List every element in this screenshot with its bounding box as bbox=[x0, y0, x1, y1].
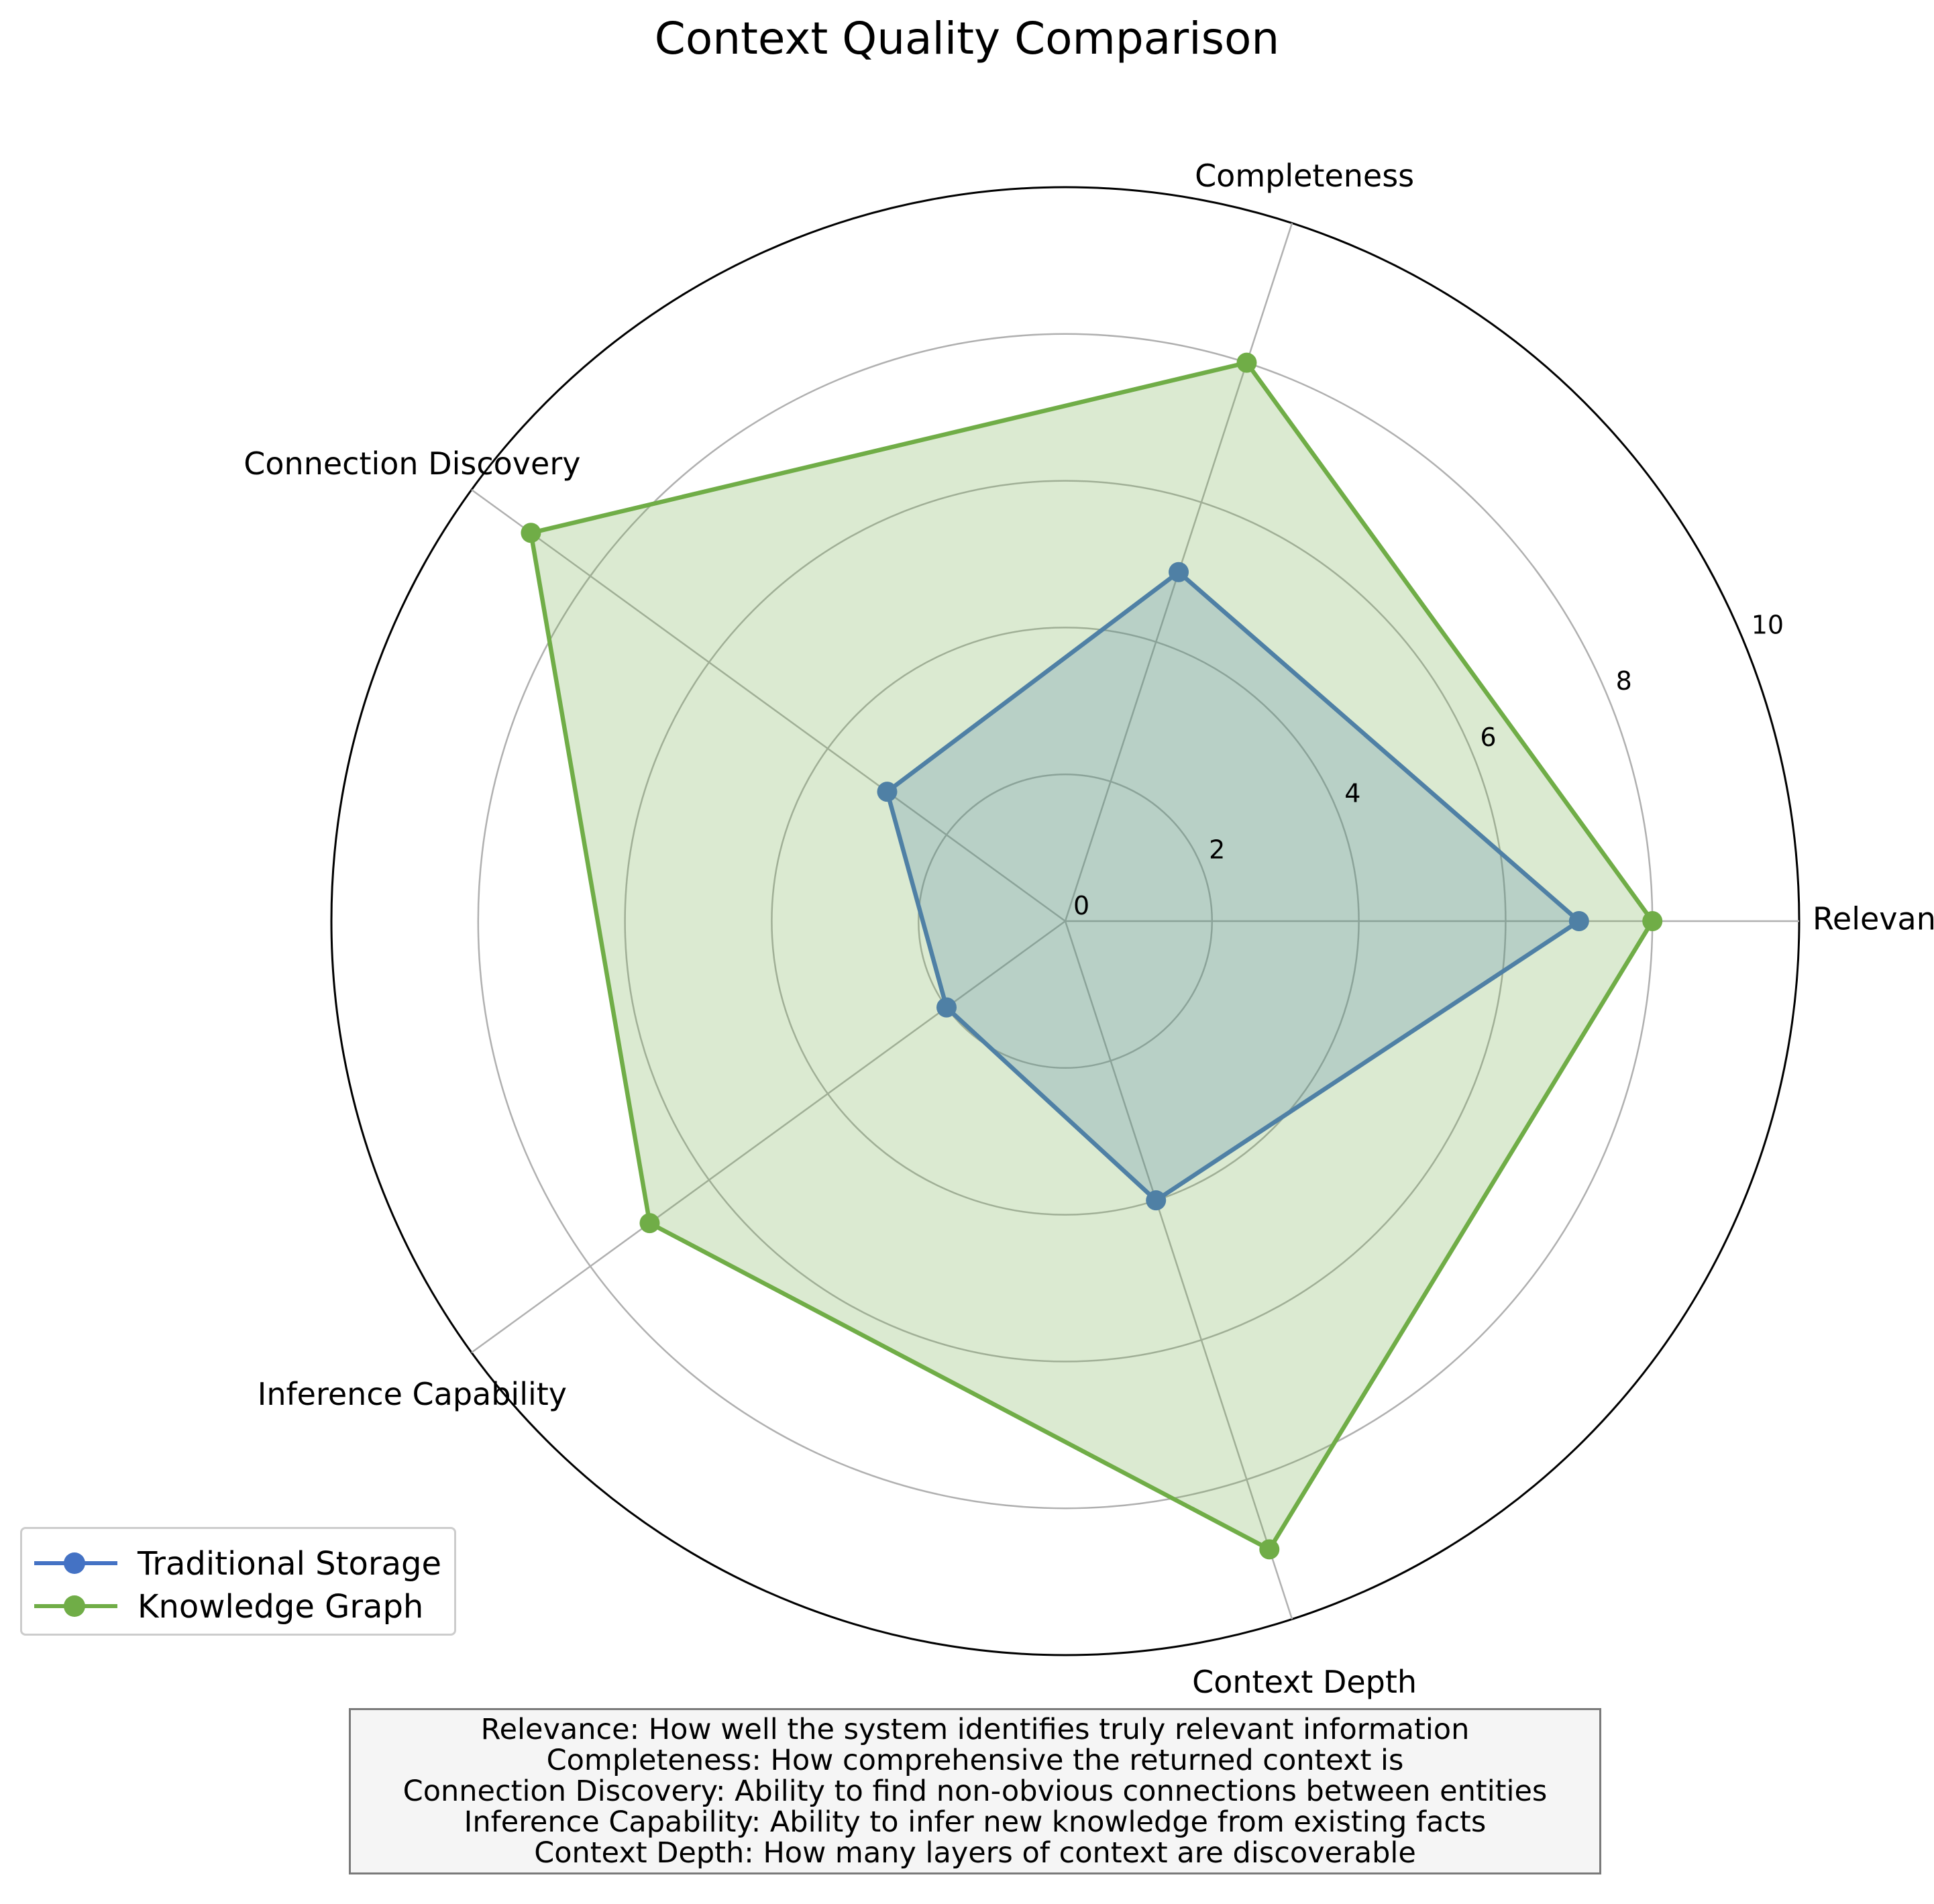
series-line-traditional-storage bbox=[885, 570, 1582, 1203]
axis-label-completeness: Completeness bbox=[1195, 158, 1414, 194]
data-point-traditional-storage bbox=[1169, 562, 1189, 582]
axis-label-relevance: Relevance bbox=[1813, 901, 1934, 937]
legend-marker-icon bbox=[64, 1552, 85, 1574]
data-point-knowledge-graph bbox=[1236, 352, 1257, 373]
series-fill-knowledge-graph bbox=[531, 362, 1653, 1550]
data-point-traditional-storage bbox=[877, 782, 898, 802]
note-context-depth: Context Depth: How many layers of contex… bbox=[534, 1836, 1416, 1870]
data-point-traditional-storage bbox=[1146, 1190, 1167, 1211]
radial-tick-label: 0 bbox=[1073, 891, 1089, 920]
axis-label-inference-capability: Inference Capability bbox=[258, 1376, 567, 1412]
spoke-line bbox=[471, 920, 1066, 1354]
series-line-knowledge-graph bbox=[529, 360, 1655, 1552]
legend-marker-icon bbox=[64, 1595, 85, 1617]
legend-item-traditional-storage: Traditional Storage bbox=[22, 1542, 451, 1583]
radial-tick-label: 2 bbox=[1209, 835, 1225, 864]
note-relevance: Relevance: How well the system identifie… bbox=[480, 1713, 1470, 1746]
data-point-traditional-storage bbox=[1568, 911, 1589, 931]
data-point-knowledge-graph bbox=[521, 523, 541, 543]
axis-label-connection-discovery: Connection Discovery bbox=[244, 445, 580, 482]
note-connection-discovery: Connection Discovery: Ability to find no… bbox=[402, 1775, 1548, 1808]
radial-tick-label: 10 bbox=[1752, 610, 1784, 639]
data-point-knowledge-graph bbox=[639, 1213, 660, 1234]
note-completeness: Completeness: How comprehensive the retu… bbox=[546, 1744, 1404, 1777]
chart-title: Context Quality Comparison bbox=[654, 13, 1280, 64]
legend-label: Traditional Storage bbox=[138, 1545, 441, 1583]
legend-item-knowledge-graph: Knowledge Graph bbox=[22, 1585, 451, 1626]
axis-label-context-depth: Context Depth bbox=[1192, 1664, 1417, 1700]
data-point-traditional-storage bbox=[936, 997, 957, 1018]
radial-tick-label: 6 bbox=[1480, 723, 1496, 752]
data-point-knowledge-graph bbox=[1259, 1539, 1280, 1560]
legend-label: Knowledge Graph bbox=[138, 1588, 424, 1626]
spoke-line bbox=[1064, 920, 1293, 1620]
note-inference-capability: Inference Capability: Ability to infer n… bbox=[464, 1805, 1487, 1839]
spoke-line bbox=[471, 488, 1066, 922]
legend: Traditional Storage Knowledge Graph bbox=[20, 1527, 456, 1636]
metric-descriptions: Relevance: How well the system identifie… bbox=[349, 1708, 1601, 1874]
radial-tick-label: 8 bbox=[1616, 666, 1632, 696]
data-point-knowledge-graph bbox=[1642, 911, 1663, 931]
series-fill-traditional-storage bbox=[887, 572, 1579, 1201]
radial-tick-label: 4 bbox=[1344, 779, 1360, 808]
